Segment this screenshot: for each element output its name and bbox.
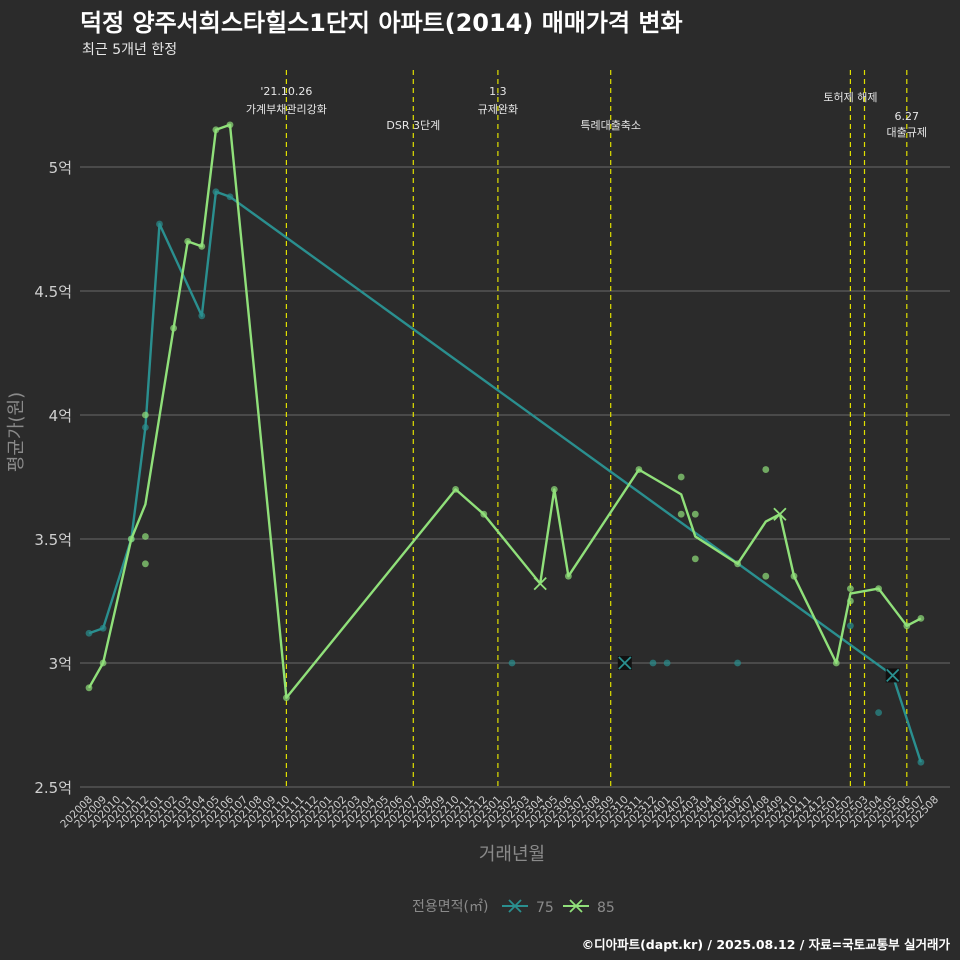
y-tick-labels: 2.5억 3억 3.5억 4억 4.5억 5억 xyxy=(34,159,72,797)
legend-marker xyxy=(508,899,522,913)
y-tick-label: 3.5억 xyxy=(34,531,72,549)
data-point xyxy=(762,466,770,473)
x-marker xyxy=(773,507,787,521)
x-tick-labels: 2020082020092020102020112020122021012021… xyxy=(58,793,941,830)
grid-lines xyxy=(80,166,950,788)
legend: 전용면적(㎡) 75 85 xyxy=(412,899,615,916)
data-point xyxy=(142,411,149,419)
y-tick-label: 2.5억 xyxy=(34,779,72,797)
page-title: 덕정 양주서희스타힐스1단지 아파트(2014) 매매가격 변화 xyxy=(80,9,683,37)
y-tick-label: 4.5억 xyxy=(34,283,72,301)
event-label: 1.3 xyxy=(489,85,507,98)
x-marker xyxy=(533,577,547,591)
y-axis-label: 평균가(원) xyxy=(6,392,27,472)
y-tick-label: 3억 xyxy=(49,655,72,673)
x-marker xyxy=(618,656,632,670)
data-point xyxy=(508,659,516,667)
event-label: 특례대출축소 xyxy=(580,119,641,132)
data-point xyxy=(875,709,882,716)
data-point xyxy=(142,533,149,540)
event-label: DSR 3단계 xyxy=(386,119,440,132)
data-point xyxy=(142,560,149,568)
event-label: 가계부채관리강화 xyxy=(246,103,327,116)
data-point xyxy=(677,473,685,481)
legend-title: 전용면적(㎡) xyxy=(412,899,488,915)
event-label: 대출규제 xyxy=(887,126,927,139)
data-point xyxy=(649,659,657,667)
legend-label: 75 xyxy=(536,900,554,916)
y-tick-label: 4억 xyxy=(49,407,72,425)
source-caption: ©디아파트(dapt.kr) / 2025.08.12 / 자료=국토교통부 실… xyxy=(581,937,950,952)
x-marker xyxy=(886,668,900,683)
data-point xyxy=(677,510,685,518)
event-label: 6.27 xyxy=(895,110,920,123)
data-point xyxy=(847,622,854,630)
data-point xyxy=(691,510,699,518)
data-point xyxy=(663,659,671,667)
data-point xyxy=(762,572,770,580)
y-tick-label: 5억 xyxy=(49,159,72,177)
x-axis-label: 거래년월 xyxy=(479,844,545,865)
data-point xyxy=(734,659,741,667)
data-point xyxy=(847,585,854,592)
event-label: '21.10.26 xyxy=(260,85,312,98)
page-subtitle: 최근 5개년 한정 xyxy=(82,42,178,58)
legend-label: 85 xyxy=(597,900,615,916)
series-line xyxy=(88,190,923,763)
event-label: 토허제 해제 xyxy=(823,90,877,104)
event-label: 규제완화 xyxy=(478,103,518,116)
series-layer xyxy=(85,121,925,766)
series-line xyxy=(87,123,922,699)
legend-marker xyxy=(569,899,583,913)
data-point xyxy=(691,555,699,563)
